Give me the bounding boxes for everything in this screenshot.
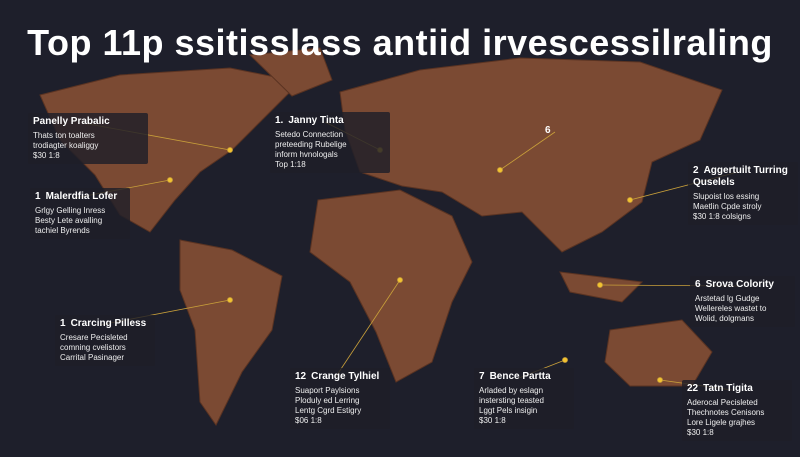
callout: 1. Janny Tinta Setedo Connection preteeding… (270, 112, 390, 173)
callout-line: Arladed by eslagn (479, 386, 544, 395)
callout-line: preteeding Rubelige (275, 140, 347, 149)
callout-line: Thats ton toalters (33, 131, 95, 140)
callout-line: Grlgy Gelling Inress (35, 206, 106, 215)
location-dot (227, 147, 233, 153)
callout-title: Malerdfia Lofer (45, 191, 118, 202)
callout-number: 6 (695, 279, 701, 290)
callout-line: Top 1:18 (275, 160, 306, 169)
eurasia (339, 57, 723, 253)
title: Top 11p ssitisslass antiid irvescessilra… (27, 22, 773, 63)
callout-line: Suaport Paylsions (295, 386, 360, 395)
callout-line: trodiagter koaliggy (33, 141, 99, 150)
location-dot (227, 297, 233, 303)
callout-header: 1 Crarcing Pilless (60, 318, 150, 330)
location-dot (657, 377, 663, 383)
callout-header: 1 Malerdfia Lofer (35, 191, 125, 203)
callout-line: Wellereles wastet to (695, 304, 767, 313)
callout: 22 Tatn Tigita Aderocal Pecisleted Thechnot… (682, 380, 792, 441)
callout-header: 12 Crange Tylhiel (295, 371, 385, 383)
callout-line: Lentg Cgrd Estigry (295, 406, 362, 415)
callout-line: Lggt Pels insigin (479, 406, 538, 415)
callout-line: $30 1:8 colsigns (693, 212, 751, 221)
callout-title: Crange Tylhiel (311, 371, 380, 382)
callout-line: $30 1:8 (33, 151, 60, 160)
callout-line: Carrital Pasinager (60, 353, 125, 362)
callout-line: Aderocal Pecisleted (687, 398, 758, 407)
callout-line: Setedo Connection (275, 130, 344, 139)
callout-line: Besty Lete avalling (35, 216, 103, 225)
africa (309, 189, 473, 383)
callout-line: Maetlin Cpde stroly (693, 202, 762, 211)
callout-line: Slupoist los essing (693, 192, 760, 201)
callout-line: $30 1:8 (687, 428, 714, 437)
callout-line: $06 1:8 (295, 416, 322, 425)
callout-number: 1. (275, 115, 284, 126)
callout-title: Bence Partta (489, 371, 551, 382)
callout: 1 Crarcing Pilless Cresare Pecisleted comni… (55, 315, 155, 366)
callout-line: instersting teasted (479, 396, 544, 405)
callout-number: 6 (545, 125, 551, 136)
callout-number: 22 (687, 383, 699, 394)
callout-header: 7 Bence Partta (479, 371, 569, 383)
callout-title: Srova Colority (705, 279, 774, 290)
callout-title: Tatn Tigita (703, 383, 753, 394)
australia (604, 319, 713, 387)
callout-number: 12 (295, 371, 307, 382)
callout: 7 Bence Partta Arladed by eslagn insterstin… (474, 368, 574, 429)
location-dot (167, 177, 173, 183)
callout-line: tachiel Byrends (35, 226, 90, 235)
callout-number: 1 (35, 191, 41, 202)
location-dot (497, 167, 503, 173)
callout-line: Cresare Pecisleted (60, 333, 128, 342)
callout-title: Aggertuilt Turring Quselels (693, 165, 788, 188)
callout: 2 Aggertuilt Turring Quselels Slupoist los… (688, 162, 798, 225)
leader-line (499, 131, 556, 171)
callout-header: 6 Srova Colority (695, 279, 790, 291)
callout: 1 Malerdfia Lofer Grlgy Gelling Inress Best… (30, 188, 130, 239)
location-dot (597, 282, 603, 288)
callout-line: Lore Ligele grajhes (687, 418, 756, 427)
callout-title: Panelly Prabalic (33, 116, 110, 127)
south-america (179, 239, 283, 426)
callout-line: Arstetad lg Gudge (695, 294, 760, 303)
callout-title: Janny Tinta (288, 115, 344, 126)
callout-header: 22 Tatn Tigita (687, 383, 787, 395)
greenland (248, 47, 333, 97)
callout-number: 2 (693, 165, 699, 176)
leader-line (334, 279, 401, 379)
callout-header: 6 (545, 125, 575, 137)
callout-line: comning cvelistors (60, 343, 126, 352)
callout-header: 1. Janny Tinta (275, 115, 385, 127)
callout-header: 2 Aggertuilt Turring Quselels (693, 165, 793, 189)
location-dot (397, 277, 403, 283)
callout-title: Crarcing Pilless (70, 318, 147, 329)
callout-line: Wolid, dolgmans (695, 314, 754, 323)
location-dot (627, 197, 633, 203)
callout-number: 1 (60, 318, 66, 329)
callout: 6 Srova Colority Arstetad lg Gudge Wellerel… (690, 276, 795, 327)
callout: Panelly Prabalic Thats ton toalters trodia… (28, 113, 148, 164)
callout: 12 Crange Tylhiel Suaport Paylsions Ploduly… (290, 368, 390, 429)
callout-header: Panelly Prabalic (33, 116, 143, 128)
callout-line: inform hvnologals (275, 150, 338, 159)
callout-line: Thechnotes Cenisons (687, 408, 765, 417)
location-dot (562, 357, 568, 363)
callout: 6 (540, 122, 580, 143)
callout-number: 7 (479, 371, 485, 382)
callout-line: $30 1:8 (479, 416, 506, 425)
callout-line: Ploduly ed Lerring (295, 396, 360, 405)
